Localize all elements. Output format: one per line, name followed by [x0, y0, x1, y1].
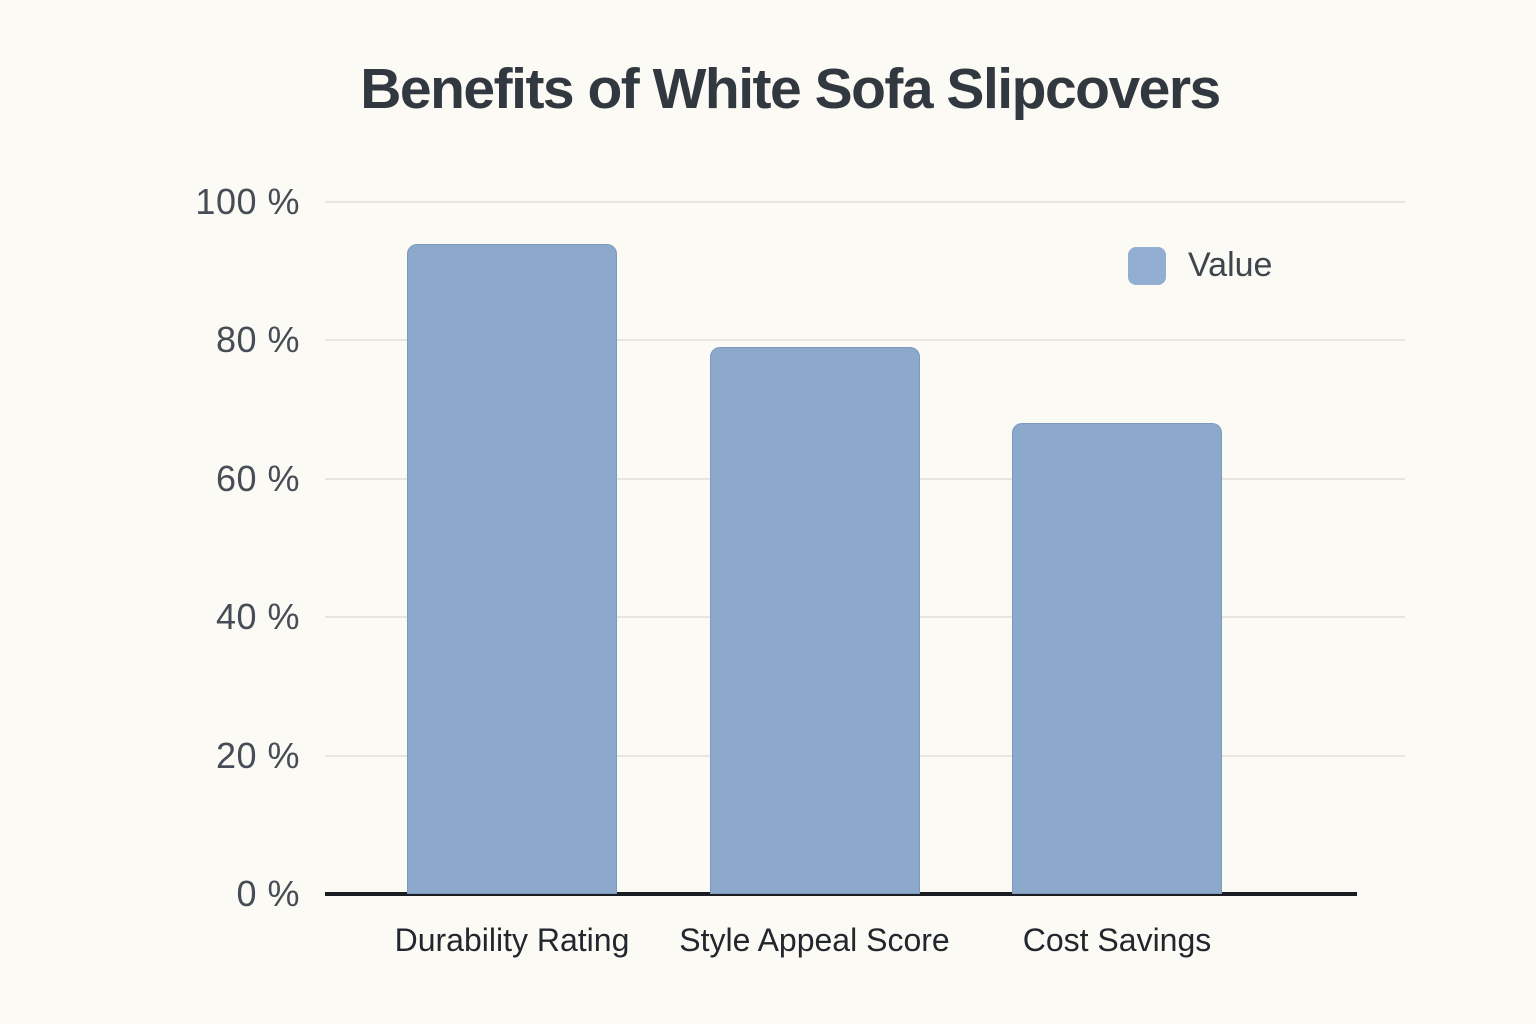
bar-durability-rating [407, 243, 617, 894]
legend-swatch [1128, 246, 1166, 285]
y-tick-label-60: 60 % [215, 457, 300, 499]
y-tick-label-20: 20 % [215, 734, 300, 776]
bar-cost-savings [1012, 423, 1222, 894]
gridline-80 [325, 339, 1405, 342]
chart-title: Benefits of White Sofa Slipcovers [360, 57, 1221, 121]
x-category-label-2: Style Appeal Score [679, 922, 950, 958]
x-category-label-3: Cost Savings [1022, 922, 1212, 958]
legend: Value [1128, 246, 1272, 285]
bar-style-appeal-score [709, 347, 920, 894]
gridline-100 [325, 201, 1405, 203]
x-category-label-1: Durability Rating [394, 922, 630, 958]
y-tick-label-40: 40 % [215, 596, 300, 638]
y-tick-label-80: 80 % [215, 319, 300, 361]
y-tick-label-100: 100 % [195, 181, 300, 222]
legend-label: Value [1188, 246, 1273, 284]
x-axis-line [325, 892, 1357, 896]
y-tick-label-0: 0 % [236, 873, 300, 914]
